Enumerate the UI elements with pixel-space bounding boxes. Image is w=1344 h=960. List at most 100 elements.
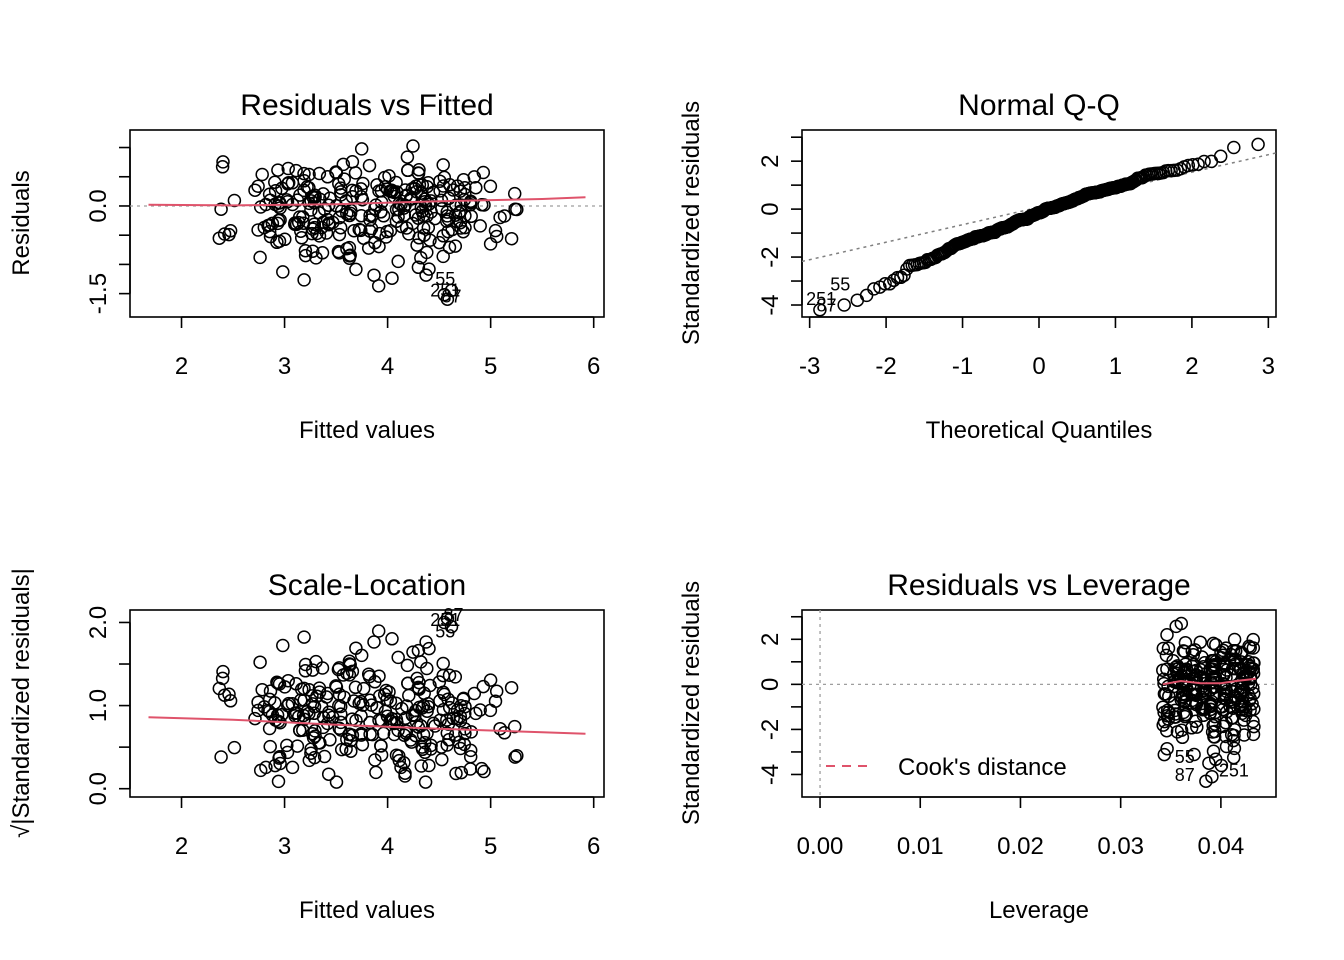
data-point (355, 737, 370, 752)
data-point (289, 163, 303, 178)
x-tick-label: 2 (175, 353, 188, 380)
data-point (342, 208, 356, 223)
data-point (483, 179, 498, 194)
data-point (312, 166, 327, 181)
data-point (251, 223, 265, 237)
x-tick-label: 3 (1262, 353, 1275, 380)
data-point (307, 706, 322, 721)
y-tick-label: -1.5 (85, 273, 112, 314)
data-point (1187, 687, 1202, 702)
x-tick-label: 0.03 (1097, 833, 1144, 860)
x-tick-label: 1 (1109, 353, 1122, 380)
x-axis-label: Fitted values (299, 417, 435, 444)
data-point (290, 739, 305, 753)
data-point (354, 709, 368, 723)
data-point (444, 619, 459, 634)
data-point (389, 712, 404, 727)
data-point (270, 235, 284, 250)
data-point (278, 232, 292, 247)
data-point (442, 178, 457, 192)
plot-frame (801, 129, 1277, 318)
data-point (1169, 710, 1183, 724)
data-point (412, 700, 427, 715)
data-point (1187, 747, 1201, 762)
data-point (331, 662, 346, 677)
y-tick-label: 0.0 (85, 189, 112, 222)
data-point (298, 664, 313, 678)
data-point (317, 749, 332, 764)
data-point (1202, 756, 1216, 770)
data-point (411, 260, 426, 275)
data-point (362, 669, 377, 684)
smoother-line (148, 716, 586, 735)
x-tick-label: 0.00 (797, 833, 844, 860)
data-point (1246, 686, 1261, 701)
data-point (342, 240, 357, 255)
data-point (298, 248, 313, 263)
residuals-vs-fitted-panel: Residuals vs Fitted Fitted values Residu… (8, 89, 605, 444)
data-point (337, 172, 351, 186)
data-point (1214, 758, 1229, 773)
data-point (294, 231, 309, 245)
data-point (271, 163, 285, 177)
x-tick-label: 0 (1032, 353, 1045, 380)
data-point (510, 748, 524, 763)
data-point (281, 161, 295, 176)
data-point (271, 774, 286, 789)
data-point (276, 638, 290, 653)
data-point (1162, 689, 1176, 703)
data-point (1157, 747, 1172, 762)
point-label: 251 (430, 281, 460, 301)
data-point (419, 268, 433, 282)
data-point (504, 231, 519, 246)
data-point (473, 703, 487, 717)
point-label: 251 (806, 289, 836, 309)
data-point (227, 740, 242, 755)
data-point (456, 691, 471, 706)
data-point (1203, 702, 1218, 717)
data-point (329, 775, 344, 789)
data-point (433, 184, 447, 198)
data-point (272, 751, 286, 765)
data-point (1160, 628, 1174, 642)
normal-qq-panel: Normal Q-Q Theoretical Quantiles Standar… (678, 89, 1277, 444)
x-tick-label: 6 (587, 353, 600, 380)
data-point (477, 198, 491, 212)
data-point (281, 696, 296, 711)
point-label: 55 (435, 621, 455, 641)
x-tick-label: 2 (1185, 353, 1198, 380)
data-point (497, 209, 512, 223)
data-point (436, 229, 451, 243)
data-point (483, 673, 498, 687)
data-point (339, 742, 353, 756)
data-point (1216, 719, 1230, 734)
data-point (1224, 727, 1239, 742)
data-point (422, 262, 436, 276)
data-point (294, 224, 308, 238)
data-point (436, 158, 450, 172)
data-point (837, 298, 851, 312)
data-point (296, 723, 310, 737)
data-point (420, 661, 434, 676)
data-point (442, 700, 457, 715)
data-point (409, 703, 423, 718)
data-point (310, 689, 324, 704)
data-point (372, 669, 386, 683)
data-point (434, 740, 449, 754)
data-point (251, 695, 265, 709)
data-point (369, 765, 383, 780)
data-point (1179, 662, 1194, 676)
data-point (305, 727, 320, 741)
data-point (1175, 730, 1190, 745)
data-point (507, 719, 522, 734)
data-point (1234, 647, 1249, 661)
y-tick-label: -4 (757, 764, 784, 785)
panel-title: Scale-Location (268, 569, 466, 602)
y-tick-label: 0 (757, 202, 784, 215)
data-point (454, 765, 469, 780)
data-point (385, 632, 399, 646)
data-point (408, 708, 422, 723)
data-point (312, 681, 327, 695)
data-point (1159, 687, 1173, 701)
